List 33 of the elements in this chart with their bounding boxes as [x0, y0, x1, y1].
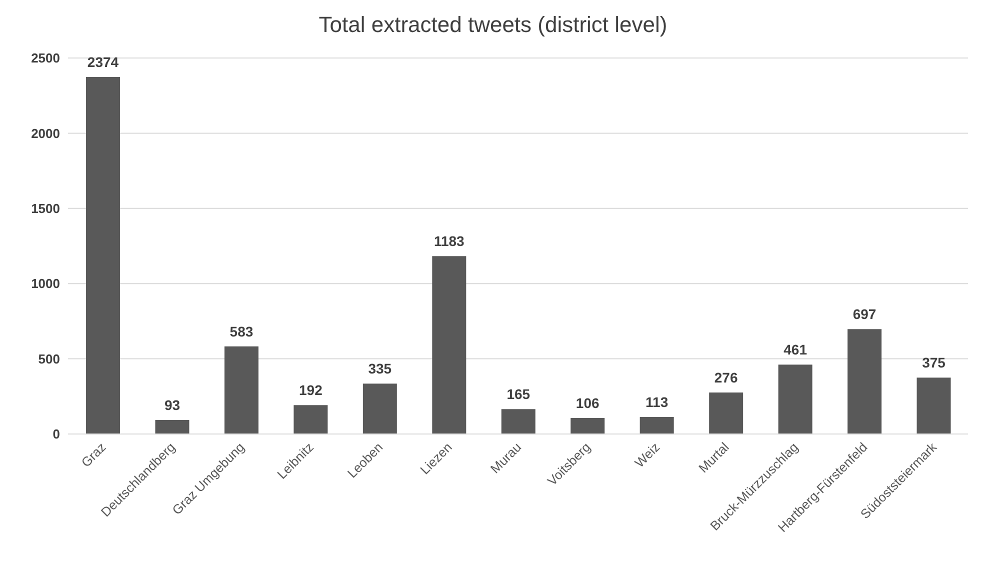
- bar: [848, 329, 882, 434]
- data-label: 1183: [434, 233, 465, 250]
- data-label: 106: [576, 395, 600, 412]
- chart-title: Total extracted tweets (district level): [318, 12, 668, 38]
- data-label: 192: [299, 382, 323, 398]
- data-label: 2374: [87, 54, 119, 70]
- y-tick-label: 2500: [31, 50, 60, 66]
- bar: [86, 76, 120, 434]
- y-tick-label: 2000: [31, 126, 60, 141]
- data-label: 276: [714, 369, 738, 386]
- data-label: 93: [164, 397, 180, 414]
- bar: [570, 418, 605, 434]
- data-label: 583: [230, 323, 254, 340]
- data-label: 697: [852, 306, 876, 322]
- bar: [916, 378, 951, 434]
- bar: [294, 405, 328, 434]
- bar: [640, 417, 674, 434]
- bar: [709, 392, 744, 434]
- y-tick-label: 1500: [31, 201, 60, 216]
- y-tick-label: 0: [52, 426, 60, 442]
- data-label: 113: [646, 394, 668, 410]
- data-label: 375: [922, 354, 946, 371]
- y-tick-label: 1000: [31, 276, 60, 292]
- bar: [778, 364, 812, 434]
- data-label: 461: [784, 342, 808, 358]
- bar: [432, 256, 466, 434]
- bar: [224, 346, 258, 434]
- bar: [155, 420, 190, 434]
- data-label: 335: [368, 360, 392, 377]
- bar: [501, 409, 536, 434]
- data-label: 165: [506, 386, 530, 402]
- y-tick-label: 500: [38, 351, 60, 366]
- bar: [362, 384, 397, 434]
